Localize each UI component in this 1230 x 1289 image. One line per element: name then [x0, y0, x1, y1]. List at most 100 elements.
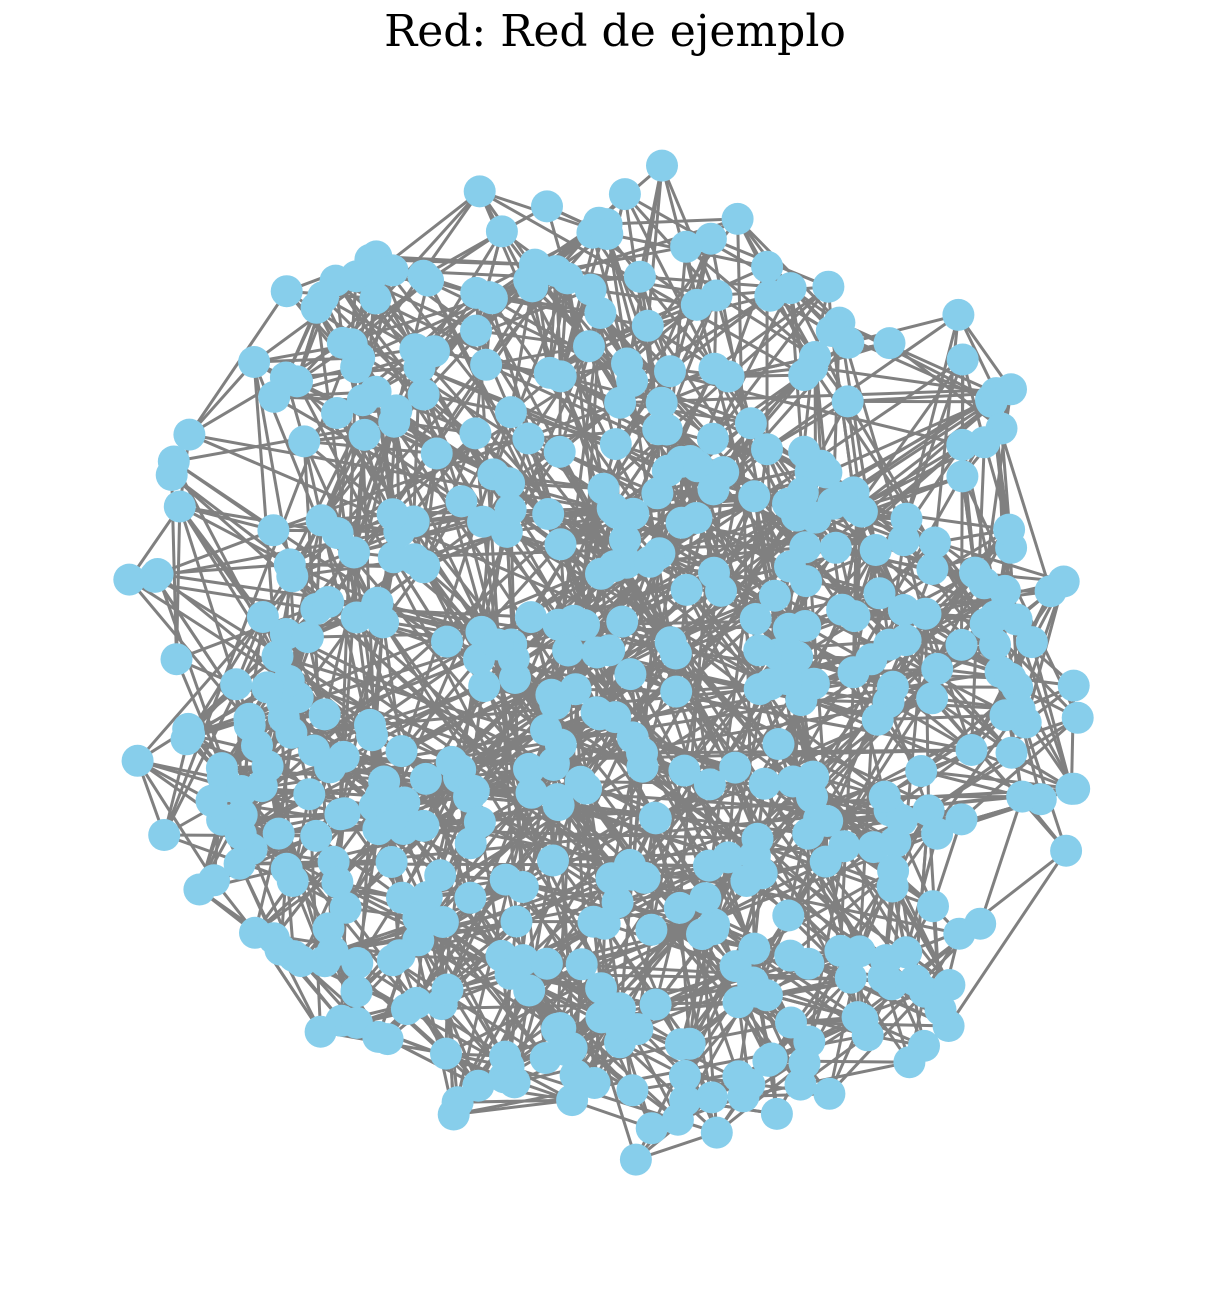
network-node: [481, 628, 514, 661]
network-node: [459, 417, 492, 450]
network-node: [431, 973, 464, 1006]
network-node: [650, 413, 683, 446]
network-node: [638, 801, 671, 834]
network-edge: [170, 473, 533, 794]
network-node: [788, 435, 821, 468]
network-node: [792, 947, 825, 980]
network-node: [631, 309, 664, 342]
network-node: [968, 426, 1001, 459]
network-node: [549, 1034, 582, 1066]
network-node: [995, 736, 1028, 769]
network-node: [969, 607, 1002, 640]
network-node: [399, 333, 432, 366]
network-node: [603, 1009, 636, 1041]
network-node: [654, 355, 686, 388]
network-node: [623, 260, 656, 293]
network-node: [668, 754, 701, 787]
network-node: [812, 270, 845, 303]
network-node: [172, 712, 205, 745]
network-node: [512, 422, 545, 455]
network-node: [788, 359, 821, 392]
network-edge: [852, 400, 993, 494]
network-node: [698, 352, 731, 385]
network-node: [921, 652, 954, 685]
network-node: [513, 752, 545, 785]
network-node: [205, 752, 238, 785]
network-node: [743, 634, 776, 667]
network-edge: [641, 765, 790, 917]
network-node: [407, 378, 440, 411]
network-node: [1015, 626, 1048, 659]
network-node: [437, 1098, 470, 1131]
network-edge: [488, 295, 649, 328]
network-node: [225, 775, 258, 807]
network-node: [670, 573, 703, 606]
network-node: [916, 553, 949, 585]
network-node: [758, 579, 791, 612]
network-node: [559, 1059, 592, 1092]
network-node: [825, 481, 858, 514]
network-node: [300, 819, 333, 852]
network-node: [468, 670, 501, 703]
network-node: [113, 563, 146, 596]
network-edge: [363, 433, 463, 503]
network-node: [543, 435, 576, 468]
network-node: [518, 248, 551, 281]
network-node: [609, 523, 641, 556]
network-node: [533, 356, 566, 389]
network-edge: [509, 508, 939, 835]
network-node: [924, 993, 957, 1026]
network-node: [362, 1020, 395, 1053]
network-node: [157, 445, 190, 478]
network-node: [591, 218, 624, 250]
network-node: [514, 601, 547, 634]
network-node: [494, 396, 527, 429]
network-node: [877, 854, 910, 887]
network-edge: [927, 751, 1013, 812]
network-node: [819, 531, 852, 564]
network-node: [285, 945, 318, 978]
network-edge: [852, 511, 864, 617]
network-edge: [477, 658, 638, 1161]
network-node: [738, 839, 771, 872]
network-edge: [400, 658, 481, 753]
network-edge: [711, 285, 830, 440]
network-node: [751, 433, 783, 466]
network-node: [340, 975, 373, 1008]
network-node: [489, 1040, 522, 1073]
network-node: [506, 871, 539, 903]
network-node: [722, 986, 755, 1019]
network-node: [739, 603, 772, 635]
network-edge: [978, 796, 1024, 925]
network-node: [195, 784, 228, 817]
network-edge: [548, 278, 569, 374]
network-node: [772, 899, 805, 932]
network-node: [596, 492, 629, 525]
network-edge: [188, 361, 256, 436]
network-edge: [406, 1000, 739, 1011]
network-node: [485, 215, 518, 248]
network-node: [420, 437, 453, 470]
network-node: [312, 586, 345, 618]
network-node: [321, 866, 354, 899]
network-node: [861, 703, 894, 736]
network-node: [402, 901, 435, 934]
network-node: [257, 922, 290, 955]
network-node: [556, 1084, 589, 1117]
network-node: [750, 979, 783, 1012]
network-node: [408, 549, 441, 582]
network-node: [608, 178, 641, 211]
network-edge: [970, 748, 1073, 791]
network-node: [635, 1112, 668, 1145]
network-node: [635, 913, 668, 946]
network-node: [139, 560, 171, 593]
network-node: [626, 750, 659, 783]
network-node: [288, 425, 321, 458]
network-node: [945, 628, 978, 661]
network-node: [668, 1059, 701, 1092]
network-node: [606, 605, 639, 638]
network-node: [121, 744, 154, 777]
network-edge: [429, 918, 547, 1059]
network-node: [730, 865, 763, 897]
